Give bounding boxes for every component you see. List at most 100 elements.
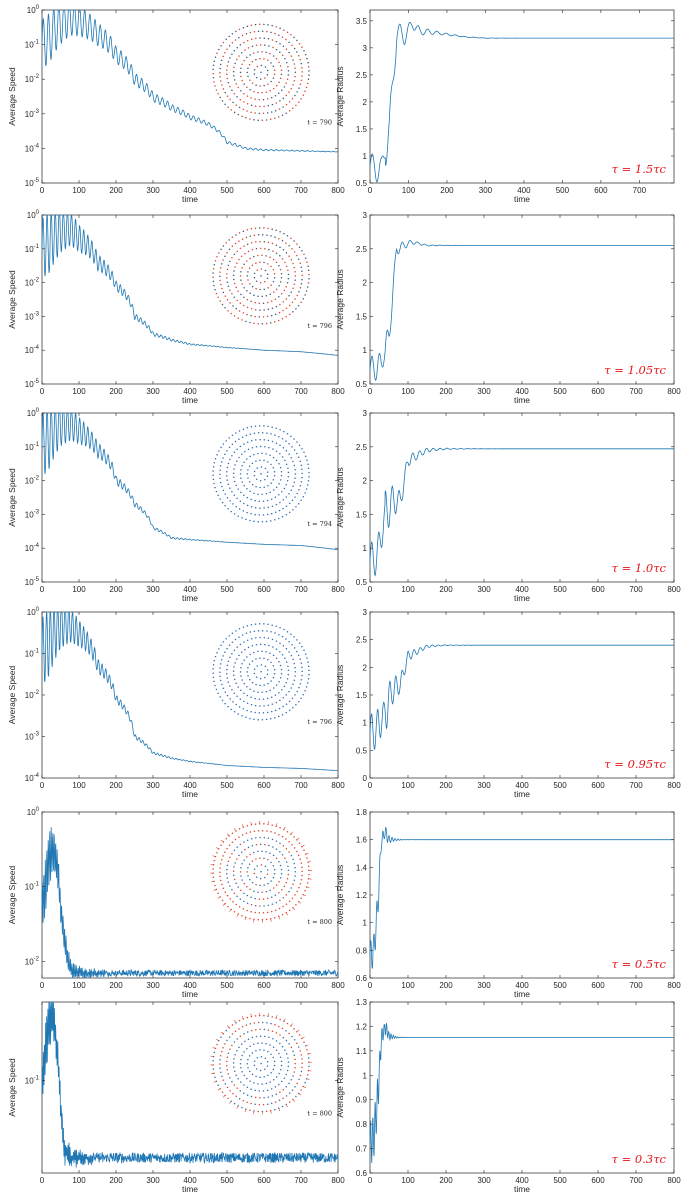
particle-dot [248,63,251,66]
particle-dot [260,1062,262,1065]
particle-dot [241,879,243,881]
particle-dot [231,41,234,44]
particle-dot [301,71,303,73]
particle-dot [231,889,233,891]
particle-dot [282,845,285,847]
particle-dot [263,438,266,441]
particle-dot [302,297,305,300]
particle-dot [227,507,229,510]
particle-dot [212,276,214,278]
y-tick-label: 2 [363,477,368,486]
panel-4-radius: 0 100 200 300 400 500 600 700 800time00.511.522.… [335,608,681,799]
particle-dot [300,301,302,304]
y-tick-label: 3 [363,44,368,53]
particle-dot [251,881,254,884]
particle-dot [278,707,281,710]
particle-dot [259,857,261,859]
x-tick-label: 0 [368,781,373,790]
particle-dot [284,657,286,660]
particle-dot [269,491,271,494]
particle-dot [250,696,252,699]
particle-dot [235,286,237,289]
particle-dot [279,677,282,679]
particle-dot [246,902,249,905]
particle-dot [299,83,302,85]
particle-dot [265,690,268,693]
particle-dot [278,860,280,863]
particle-dot [283,685,286,688]
particle-dot [292,883,294,885]
particle-dot [257,1021,260,1024]
particle-dot [250,1029,253,1032]
y-tick-label: 3 [363,409,368,418]
particle-dot [241,517,243,519]
particle-dot [259,1035,262,1037]
particle-dot [269,118,272,121]
velocity-arrow [278,1108,281,1112]
particle-dot [269,322,272,324]
particle-dot [288,453,290,455]
particle-dot [222,655,224,657]
particle-dot [294,1085,296,1088]
particle-dot [229,1089,231,1092]
particle-dot [240,889,242,892]
particle-dot [266,234,268,236]
particle-dot [214,85,216,87]
particle-dot [279,1034,281,1036]
particle-dot [293,266,296,269]
particle-dot [255,58,257,61]
particle-dot [274,94,277,97]
particle-dot [270,265,272,268]
particle-dot [259,57,261,60]
particle-dot [294,871,297,873]
particle-dot [255,262,257,264]
particle-dot [290,489,292,491]
particle-dot [278,509,281,512]
particle-dot [254,506,257,509]
particle-dot [274,694,277,696]
particle-dot [249,455,251,458]
particle-dot [301,274,303,277]
particle-dot [266,499,269,502]
particle-dot [254,911,256,914]
x-tick-label: 0 [368,981,373,990]
particle-dot [234,638,237,641]
series-line [41,9,338,153]
particle-dot [224,702,226,705]
y-tick-label: 10-4 [25,543,40,553]
particle-dot [240,866,242,869]
particle-dot [220,879,222,882]
series-line [369,1022,674,1164]
velocity-arrow [226,833,230,837]
x-tick-label: 0 [40,781,45,790]
particle-dot [286,78,289,80]
y-tick-label: 10-1 [25,40,40,50]
particle-dot [235,882,237,885]
particle-dot [293,36,295,39]
x-tick-label: 100 [401,781,415,790]
particle-dot [270,314,273,317]
particle-dot [246,909,248,912]
particle-dot [261,431,264,434]
particle-dot [261,850,263,852]
particle-dot [275,450,278,452]
particle-dot [305,86,308,89]
particle-dot [264,66,267,68]
particle-dot [213,1051,216,1054]
particle-dot [288,245,290,247]
particle-dot [229,898,231,900]
series-line [369,826,674,969]
particle-dot [274,909,277,911]
particle-dot [291,643,293,646]
particle-dot [308,471,310,474]
particle-dot [280,272,283,275]
particle-dot [301,645,303,648]
particle-dot [288,709,291,712]
particle-dot [284,261,286,264]
series-line [369,239,674,381]
particle-dot [227,81,230,84]
particle-dot [219,498,221,500]
particle-dot [255,248,258,250]
x-tick-label: 200 [440,186,454,195]
particle-dot [233,494,236,497]
